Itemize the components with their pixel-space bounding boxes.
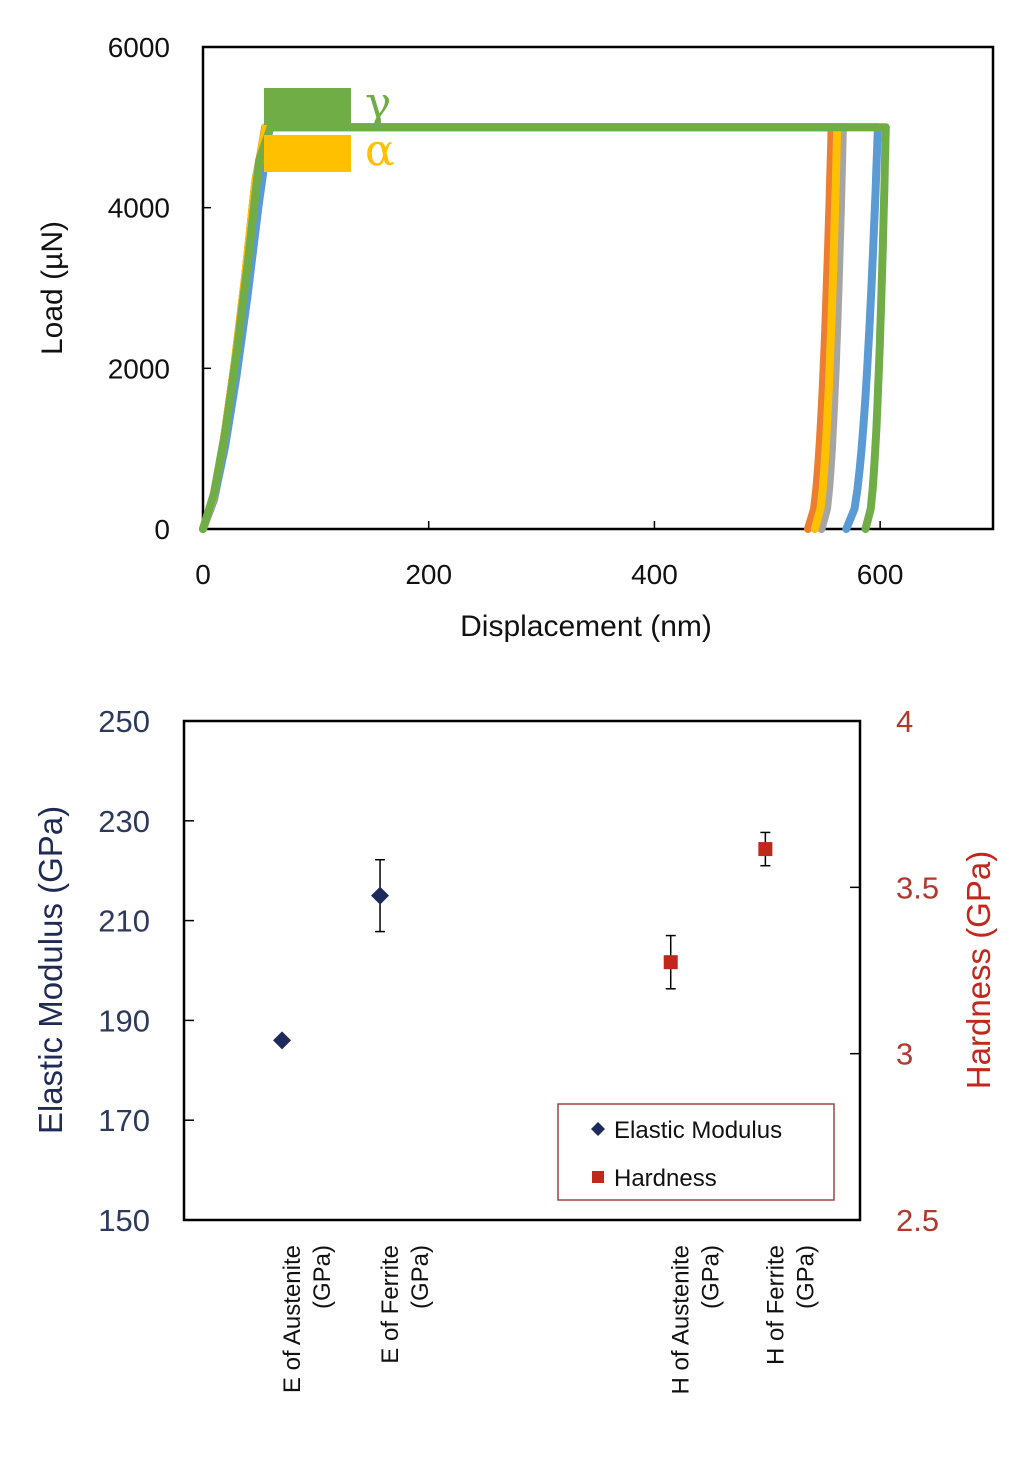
y-tick-label: 6000 [108, 32, 170, 63]
legend-label: α [365, 125, 395, 176]
y-tick-label: 0 [154, 514, 170, 545]
category-label: (GPa) [698, 1245, 725, 1309]
legend-label: γ [365, 78, 391, 129]
category-label: H of Ferrite [762, 1245, 789, 1365]
x-tick-label: 0 [195, 559, 211, 590]
legend-marker-square [592, 1171, 604, 1183]
legend-label-2: Hardness [614, 1165, 717, 1192]
data-points [273, 831, 773, 1050]
left-tick-label: 170 [98, 1103, 150, 1138]
x-axis-label: Displacement (nm) [460, 610, 712, 643]
legend-swatch [264, 88, 351, 125]
left-tick-label: 250 [98, 704, 150, 739]
left-axis-label: Elastic Modulus (GPa) [32, 806, 69, 1134]
category-label: (GPa) [407, 1245, 434, 1309]
y-axis-label: Load (µN) [36, 221, 69, 355]
legend-2: Elastic Modulus Hardness [557, 1103, 835, 1201]
load-displacement-chart: 0 2000 4000 6000 0 200 400 600 γα Displacement… [36, 32, 995, 643]
right-axis-ticks: 2.5 3 3.5 4 [850, 704, 939, 1238]
left-tick-label: 210 [98, 904, 150, 939]
load-curve-5 [199, 123, 890, 533]
left-tick-label: 190 [98, 1003, 150, 1038]
left-tick-label: 150 [98, 1203, 150, 1238]
right-tick-label: 4 [896, 704, 913, 739]
right-tick-label: 3.5 [896, 870, 939, 905]
legend-box [557, 1103, 835, 1201]
y-tick-label: 4000 [108, 193, 170, 224]
x-tick-label: 200 [405, 559, 452, 590]
hardness-point [758, 842, 773, 857]
legend-label-2: Elastic Modulus [614, 1117, 782, 1144]
modulus-hardness-chart: 150 170 190 210 230 250 2.5 3 3.5 4 E of Austeni… [32, 704, 997, 1394]
right-tick-label: 3 [896, 1037, 913, 1072]
x-tick-label: 600 [857, 559, 904, 590]
legend: γα [264, 78, 395, 176]
hardness-point [663, 955, 678, 970]
x-tick-label: 400 [631, 559, 678, 590]
x-axis-ticks: 0 200 400 600 [195, 521, 904, 590]
y-tick-label: 2000 [108, 353, 170, 384]
y-axis-ticks: 0 2000 4000 6000 [108, 32, 211, 545]
modulus-point [273, 1031, 292, 1050]
category-labels: E of Austenite (GPa) E of Ferrite (GPa) H of… [279, 1245, 819, 1394]
right-tick-label: 2.5 [896, 1203, 939, 1238]
left-tick-label: 230 [98, 804, 150, 839]
category-label: (GPa) [309, 1245, 336, 1309]
category-label: E of Ferrite [377, 1245, 404, 1364]
category-label: (GPa) [792, 1245, 819, 1309]
series-group [199, 123, 890, 533]
legend-swatch [264, 135, 351, 172]
category-label: H of Austenite [668, 1245, 695, 1394]
legend-marker-diamond [591, 1122, 605, 1136]
category-label: E of Austenite [279, 1245, 306, 1393]
modulus-point [371, 886, 390, 905]
right-axis-label: Hardness (GPa) [960, 851, 997, 1089]
left-axis-ticks: 150 170 190 210 230 250 [98, 704, 194, 1238]
